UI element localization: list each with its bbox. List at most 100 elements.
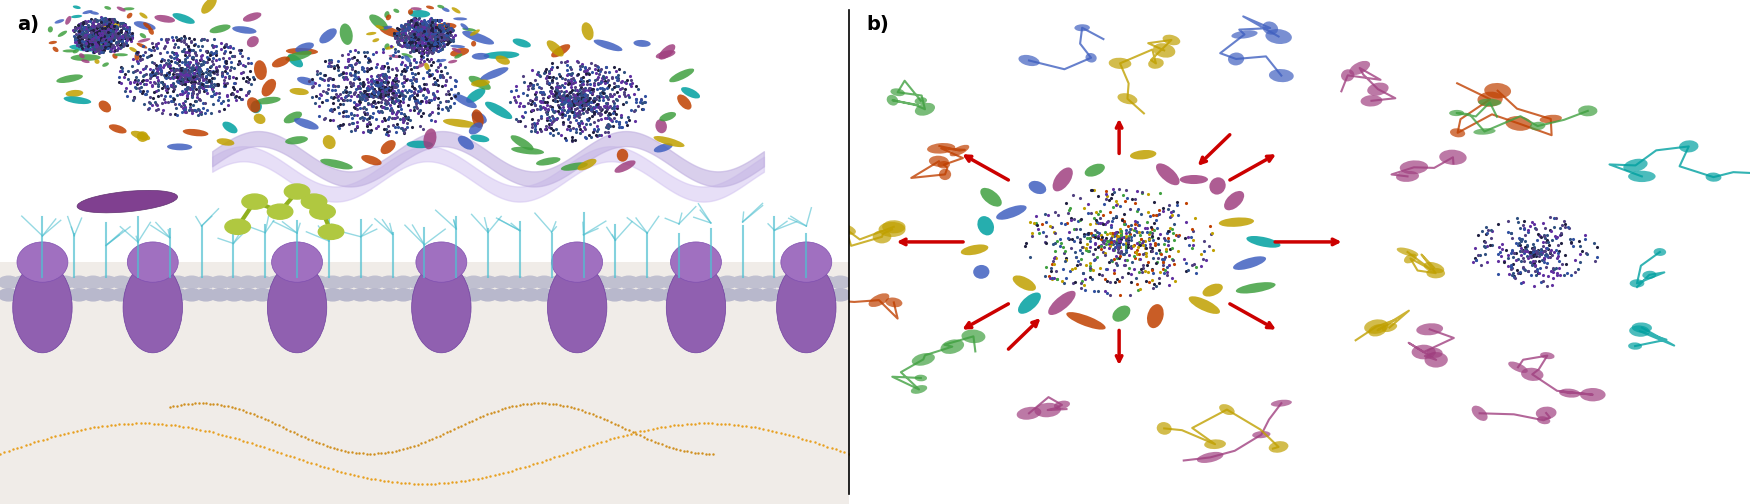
Ellipse shape [1396, 247, 1418, 257]
Ellipse shape [369, 15, 388, 30]
Ellipse shape [383, 26, 392, 29]
Ellipse shape [653, 136, 684, 147]
Circle shape [154, 289, 173, 301]
Ellipse shape [1706, 172, 1722, 182]
Ellipse shape [70, 44, 103, 51]
Ellipse shape [1253, 431, 1270, 438]
Ellipse shape [340, 24, 354, 45]
Circle shape [802, 276, 822, 288]
Ellipse shape [453, 94, 476, 108]
Ellipse shape [18, 242, 68, 282]
Ellipse shape [670, 242, 721, 282]
Ellipse shape [140, 33, 147, 38]
Circle shape [732, 289, 752, 301]
Ellipse shape [1396, 171, 1419, 182]
Ellipse shape [1642, 271, 1656, 279]
Ellipse shape [182, 129, 208, 137]
Ellipse shape [1367, 83, 1388, 96]
Circle shape [284, 184, 310, 199]
Circle shape [110, 289, 131, 301]
Circle shape [534, 276, 555, 288]
Ellipse shape [1228, 52, 1244, 66]
Ellipse shape [915, 103, 934, 116]
Ellipse shape [1349, 61, 1370, 75]
Ellipse shape [660, 112, 676, 121]
Ellipse shape [287, 54, 303, 68]
Circle shape [350, 276, 371, 288]
Ellipse shape [1559, 389, 1580, 398]
Ellipse shape [511, 135, 534, 150]
Circle shape [506, 289, 527, 301]
Ellipse shape [513, 38, 530, 47]
Ellipse shape [1157, 163, 1180, 185]
Circle shape [704, 276, 723, 288]
Ellipse shape [1197, 452, 1223, 463]
Ellipse shape [654, 143, 672, 153]
Ellipse shape [1202, 284, 1223, 296]
Ellipse shape [471, 135, 490, 142]
Ellipse shape [210, 25, 231, 33]
Circle shape [676, 289, 695, 301]
Ellipse shape [250, 100, 262, 113]
Ellipse shape [80, 59, 89, 63]
Ellipse shape [285, 48, 318, 55]
Circle shape [301, 194, 327, 209]
Circle shape [54, 289, 75, 301]
Ellipse shape [616, 149, 628, 162]
Circle shape [310, 204, 336, 219]
Ellipse shape [511, 147, 544, 155]
Ellipse shape [247, 97, 261, 112]
Ellipse shape [1521, 368, 1544, 381]
Ellipse shape [320, 159, 354, 169]
Ellipse shape [1424, 352, 1447, 367]
Ellipse shape [1438, 150, 1466, 165]
Ellipse shape [448, 60, 457, 64]
Circle shape [436, 289, 455, 301]
Ellipse shape [536, 157, 560, 165]
Circle shape [718, 289, 738, 301]
Ellipse shape [117, 7, 126, 12]
Ellipse shape [1269, 69, 1293, 82]
Ellipse shape [408, 9, 413, 15]
Ellipse shape [915, 374, 928, 382]
Circle shape [26, 276, 47, 288]
Circle shape [492, 276, 513, 288]
Ellipse shape [1234, 257, 1265, 270]
Ellipse shape [108, 124, 126, 134]
Circle shape [280, 276, 301, 288]
Ellipse shape [656, 119, 667, 133]
Ellipse shape [1017, 407, 1041, 420]
Circle shape [802, 289, 822, 301]
Ellipse shape [418, 63, 425, 68]
Circle shape [126, 289, 145, 301]
Circle shape [634, 289, 653, 301]
Ellipse shape [65, 16, 72, 25]
Circle shape [0, 289, 19, 301]
Ellipse shape [634, 40, 651, 47]
Circle shape [450, 289, 469, 301]
Ellipse shape [1218, 217, 1255, 227]
Circle shape [634, 276, 653, 288]
Ellipse shape [128, 242, 178, 282]
Ellipse shape [388, 55, 401, 58]
Ellipse shape [551, 242, 602, 282]
Ellipse shape [1416, 323, 1444, 335]
Ellipse shape [424, 129, 436, 149]
Ellipse shape [1449, 110, 1465, 116]
Ellipse shape [425, 6, 434, 9]
Circle shape [0, 276, 19, 288]
Circle shape [648, 289, 667, 301]
Ellipse shape [1451, 129, 1465, 138]
Circle shape [110, 276, 131, 288]
Ellipse shape [1148, 58, 1164, 69]
Ellipse shape [453, 17, 467, 20]
Ellipse shape [593, 39, 623, 51]
Circle shape [576, 289, 597, 301]
Ellipse shape [243, 12, 261, 22]
Ellipse shape [1540, 115, 1563, 123]
Ellipse shape [135, 52, 140, 61]
Ellipse shape [289, 88, 308, 95]
Ellipse shape [1074, 24, 1090, 31]
Ellipse shape [285, 136, 308, 145]
Ellipse shape [126, 13, 133, 19]
